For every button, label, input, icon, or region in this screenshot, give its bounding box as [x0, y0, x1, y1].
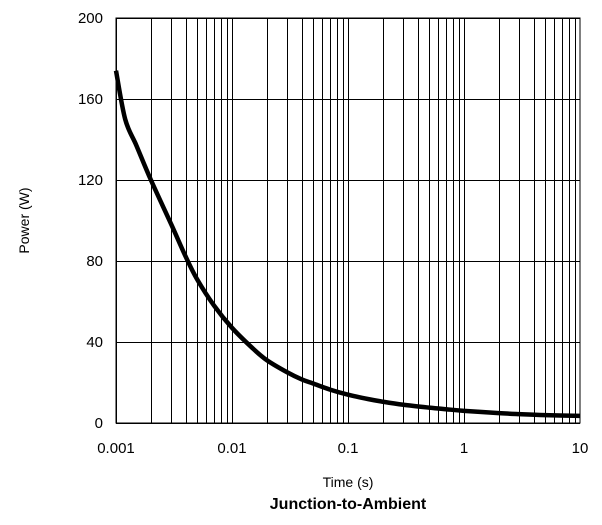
x-axis-label: Time (s) [323, 474, 374, 490]
y-tick-label: 0 [95, 415, 103, 432]
x-tick-label: 0.01 [217, 440, 246, 457]
series-layer [113, 70, 581, 419]
plot-frame [115, 17, 581, 424]
x-tick-label: 0.1 [338, 440, 359, 457]
x-tick-label: 0.001 [97, 440, 135, 457]
x-tick-label: 1 [460, 440, 468, 457]
y-tick-label: 80 [86, 253, 103, 270]
y-tick-label: 40 [86, 334, 103, 351]
y-tick-label: 160 [78, 91, 103, 108]
x-tick-label: 10 [572, 440, 589, 457]
y-tick-label: 200 [78, 10, 103, 27]
grid-lines [116, 18, 580, 424]
tick-labels: 0.001 0.01 0.1 1 10 0 40 80 120 160 200 [78, 10, 588, 457]
y-axis-label: Power (W) [16, 187, 32, 253]
power-curve-line [113, 70, 581, 419]
y-tick-label: 120 [78, 172, 103, 189]
chart-title: Junction-to-Ambient [270, 496, 427, 513]
